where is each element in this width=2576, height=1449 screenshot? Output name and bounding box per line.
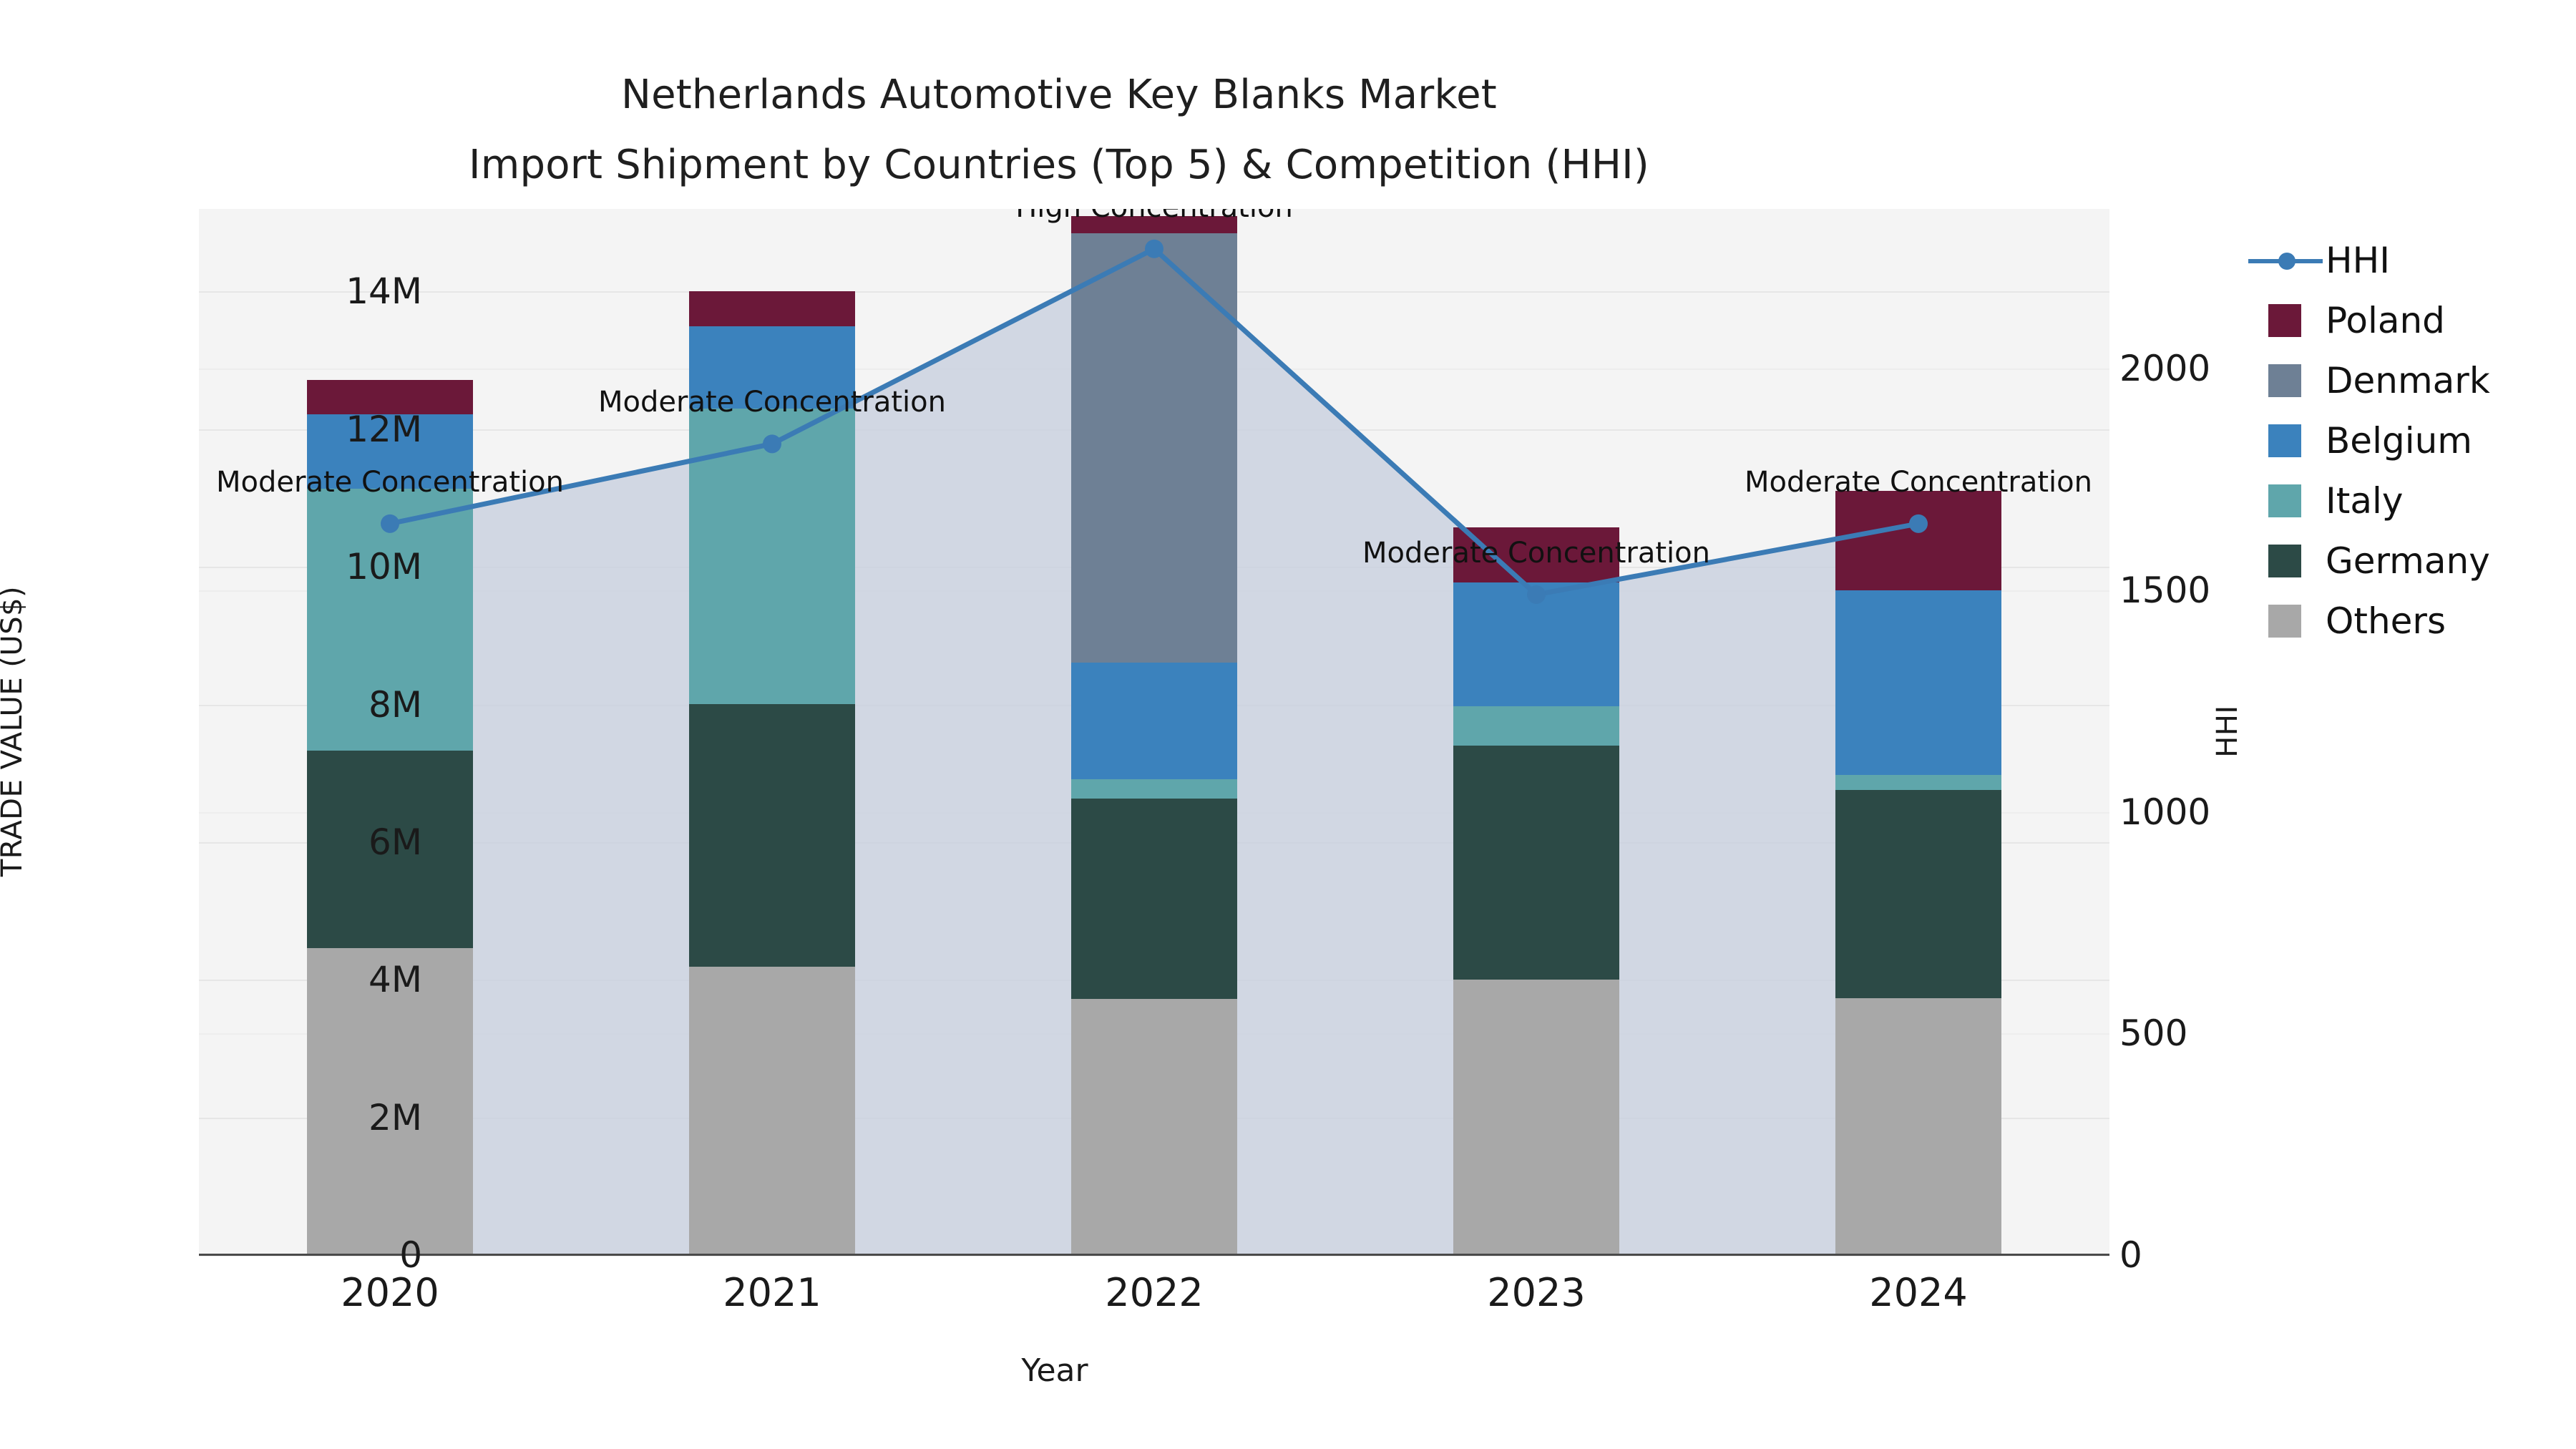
concentration-annotation: High Concentration <box>1015 209 1293 224</box>
y-axis-right-label: HHI <box>2211 705 2244 758</box>
x-axis-line <box>199 1254 2109 1256</box>
hhi-data-point[interactable] <box>381 514 399 533</box>
y-axis-secondary-tick-label: 2000 <box>2119 348 2211 390</box>
plot-clip: Moderate Concentration Moderate Concentra… <box>199 209 2109 1255</box>
y-axis-tick-label: 0 <box>399 1234 422 1276</box>
bar-segment-others[interactable] <box>689 967 855 1255</box>
hhi-data-point[interactable] <box>1527 585 1546 604</box>
legend-item-hhi[interactable]: HHI <box>2248 236 2569 285</box>
stacked-bar[interactable] <box>1453 209 1619 1255</box>
legend-item-denmark[interactable]: Denmark <box>2268 356 2569 405</box>
concentration-annotation: Moderate Concentration <box>598 386 946 419</box>
y-axis-tick-label: 10M <box>346 546 422 588</box>
stacked-bar[interactable] <box>1835 209 2001 1255</box>
legend-item-label: Others <box>2326 600 2446 642</box>
legend-swatch-icon <box>2268 605 2301 638</box>
legend-item-label: Germany <box>2326 540 2490 582</box>
x-axis-tick-label: 2020 <box>341 1270 439 1315</box>
legend-item-poland[interactable]: Poland <box>2268 296 2569 345</box>
bar-segment-germany[interactable] <box>1071 799 1237 1000</box>
bar-segment-poland[interactable] <box>1835 491 2001 590</box>
hhi-data-point[interactable] <box>1145 239 1163 258</box>
legend-swatch-icon <box>2268 484 2301 517</box>
bar-segment-italy[interactable] <box>1453 706 1619 746</box>
legend-item-belgium[interactable]: Belgium <box>2268 416 2569 465</box>
y-axis-secondary-tick-label: 500 <box>2119 1013 2188 1055</box>
bar-segment-belgium[interactable] <box>1071 662 1237 780</box>
chart-title-line-2: Import Shipment by Countries (Top 5) & C… <box>469 142 1649 188</box>
bar-segment-poland[interactable] <box>1071 215 1237 233</box>
legend-item-label: Poland <box>2326 300 2445 341</box>
plot-area: Moderate Concentration Moderate Concentra… <box>199 209 2109 1257</box>
bar-segment-poland[interactable] <box>1453 527 1619 583</box>
legend-dot-icon <box>2278 253 2296 270</box>
legend-swatch-icon <box>2268 424 2301 457</box>
legend-swatch-icon <box>2268 545 2301 577</box>
legend-item-italy[interactable]: Italy <box>2268 477 2569 525</box>
y-axis-tick-label: 4M <box>369 959 422 1001</box>
bar-segment-belgium[interactable] <box>689 326 855 409</box>
bar-segment-belgium[interactable] <box>1835 590 2001 775</box>
bar-segment-italy[interactable] <box>1835 774 2001 790</box>
bar-segment-germany[interactable] <box>1835 789 2001 999</box>
legend-swatch-icon <box>2268 304 2301 337</box>
x-axis-tick-label: 2021 <box>723 1270 821 1315</box>
y-axis-tick-label: 8M <box>369 683 422 726</box>
hhi-line-series <box>381 239 1928 604</box>
legend-item-others[interactable]: Others <box>2268 597 2569 645</box>
bar-segment-others[interactable] <box>1071 999 1237 1255</box>
bar-segment-denmark[interactable] <box>1071 233 1237 663</box>
chart-title-line-1: Netherlands Automotive Key Blanks Market <box>621 72 1497 118</box>
y-axis-secondary-tick-label: 0 <box>2119 1234 2142 1276</box>
x-axis-tick-label: 2023 <box>1487 1270 1586 1315</box>
legend-item-germany[interactable]: Germany <box>2268 537 2569 585</box>
y-axis-secondary-tick-label: 1500 <box>2119 569 2211 611</box>
y-axis-secondary-tick-label: 1000 <box>2119 791 2211 833</box>
x-axis-label: Year <box>1021 1352 1088 1389</box>
concentration-annotation: Moderate Concentration <box>1745 465 2092 499</box>
legend-item-label: Denmark <box>2326 360 2490 401</box>
bar-segment-italy[interactable] <box>1071 779 1237 799</box>
y-axis-tick-label: 12M <box>346 408 422 450</box>
legend-item-label: Italy <box>2326 480 2404 522</box>
stacked-bar[interactable] <box>689 209 855 1255</box>
concentration-annotation: Moderate Concentration <box>1362 536 1710 570</box>
y-axis-tick-label: 14M <box>346 270 422 313</box>
gridline-secondary <box>199 1255 2109 1257</box>
hhi-data-point[interactable] <box>763 434 781 454</box>
chart-title: Netherlands Automotive Key Blanks Market… <box>0 60 2118 200</box>
y-axis-tick-label: 2M <box>369 1096 422 1138</box>
y-axis-left-label: TRADE VALUE (US$) <box>0 585 29 877</box>
x-axis-tick-label: 2024 <box>1869 1270 1968 1315</box>
legend-swatch-icon <box>2268 364 2301 397</box>
y-axis-tick-label: 6M <box>369 821 422 863</box>
bar-segment-belgium[interactable] <box>307 414 473 489</box>
bar-segment-germany[interactable] <box>1453 746 1619 980</box>
legend-line-marker-icon <box>2248 244 2323 277</box>
concentration-annotation: Moderate Concentration <box>216 465 564 499</box>
bar-segment-germany[interactable] <box>689 703 855 967</box>
stacked-bar[interactable] <box>1071 209 1237 1255</box>
bar-segment-others[interactable] <box>1453 980 1619 1255</box>
legend: HHI Poland Denmark Belgium Italy Germany Other… <box>2248 236 2569 657</box>
hhi-data-point[interactable] <box>1909 514 1928 533</box>
legend-item-label: HHI <box>2326 240 2390 281</box>
bar-segment-poland[interactable] <box>689 291 855 326</box>
legend-item-label: Belgium <box>2326 420 2472 462</box>
bar-segment-others[interactable] <box>1835 998 2001 1255</box>
x-axis-tick-label: 2022 <box>1105 1270 1204 1315</box>
bar-segment-others[interactable] <box>307 948 473 1255</box>
bar-segment-germany[interactable] <box>307 750 473 949</box>
bar-segment-poland[interactable] <box>307 379 473 414</box>
